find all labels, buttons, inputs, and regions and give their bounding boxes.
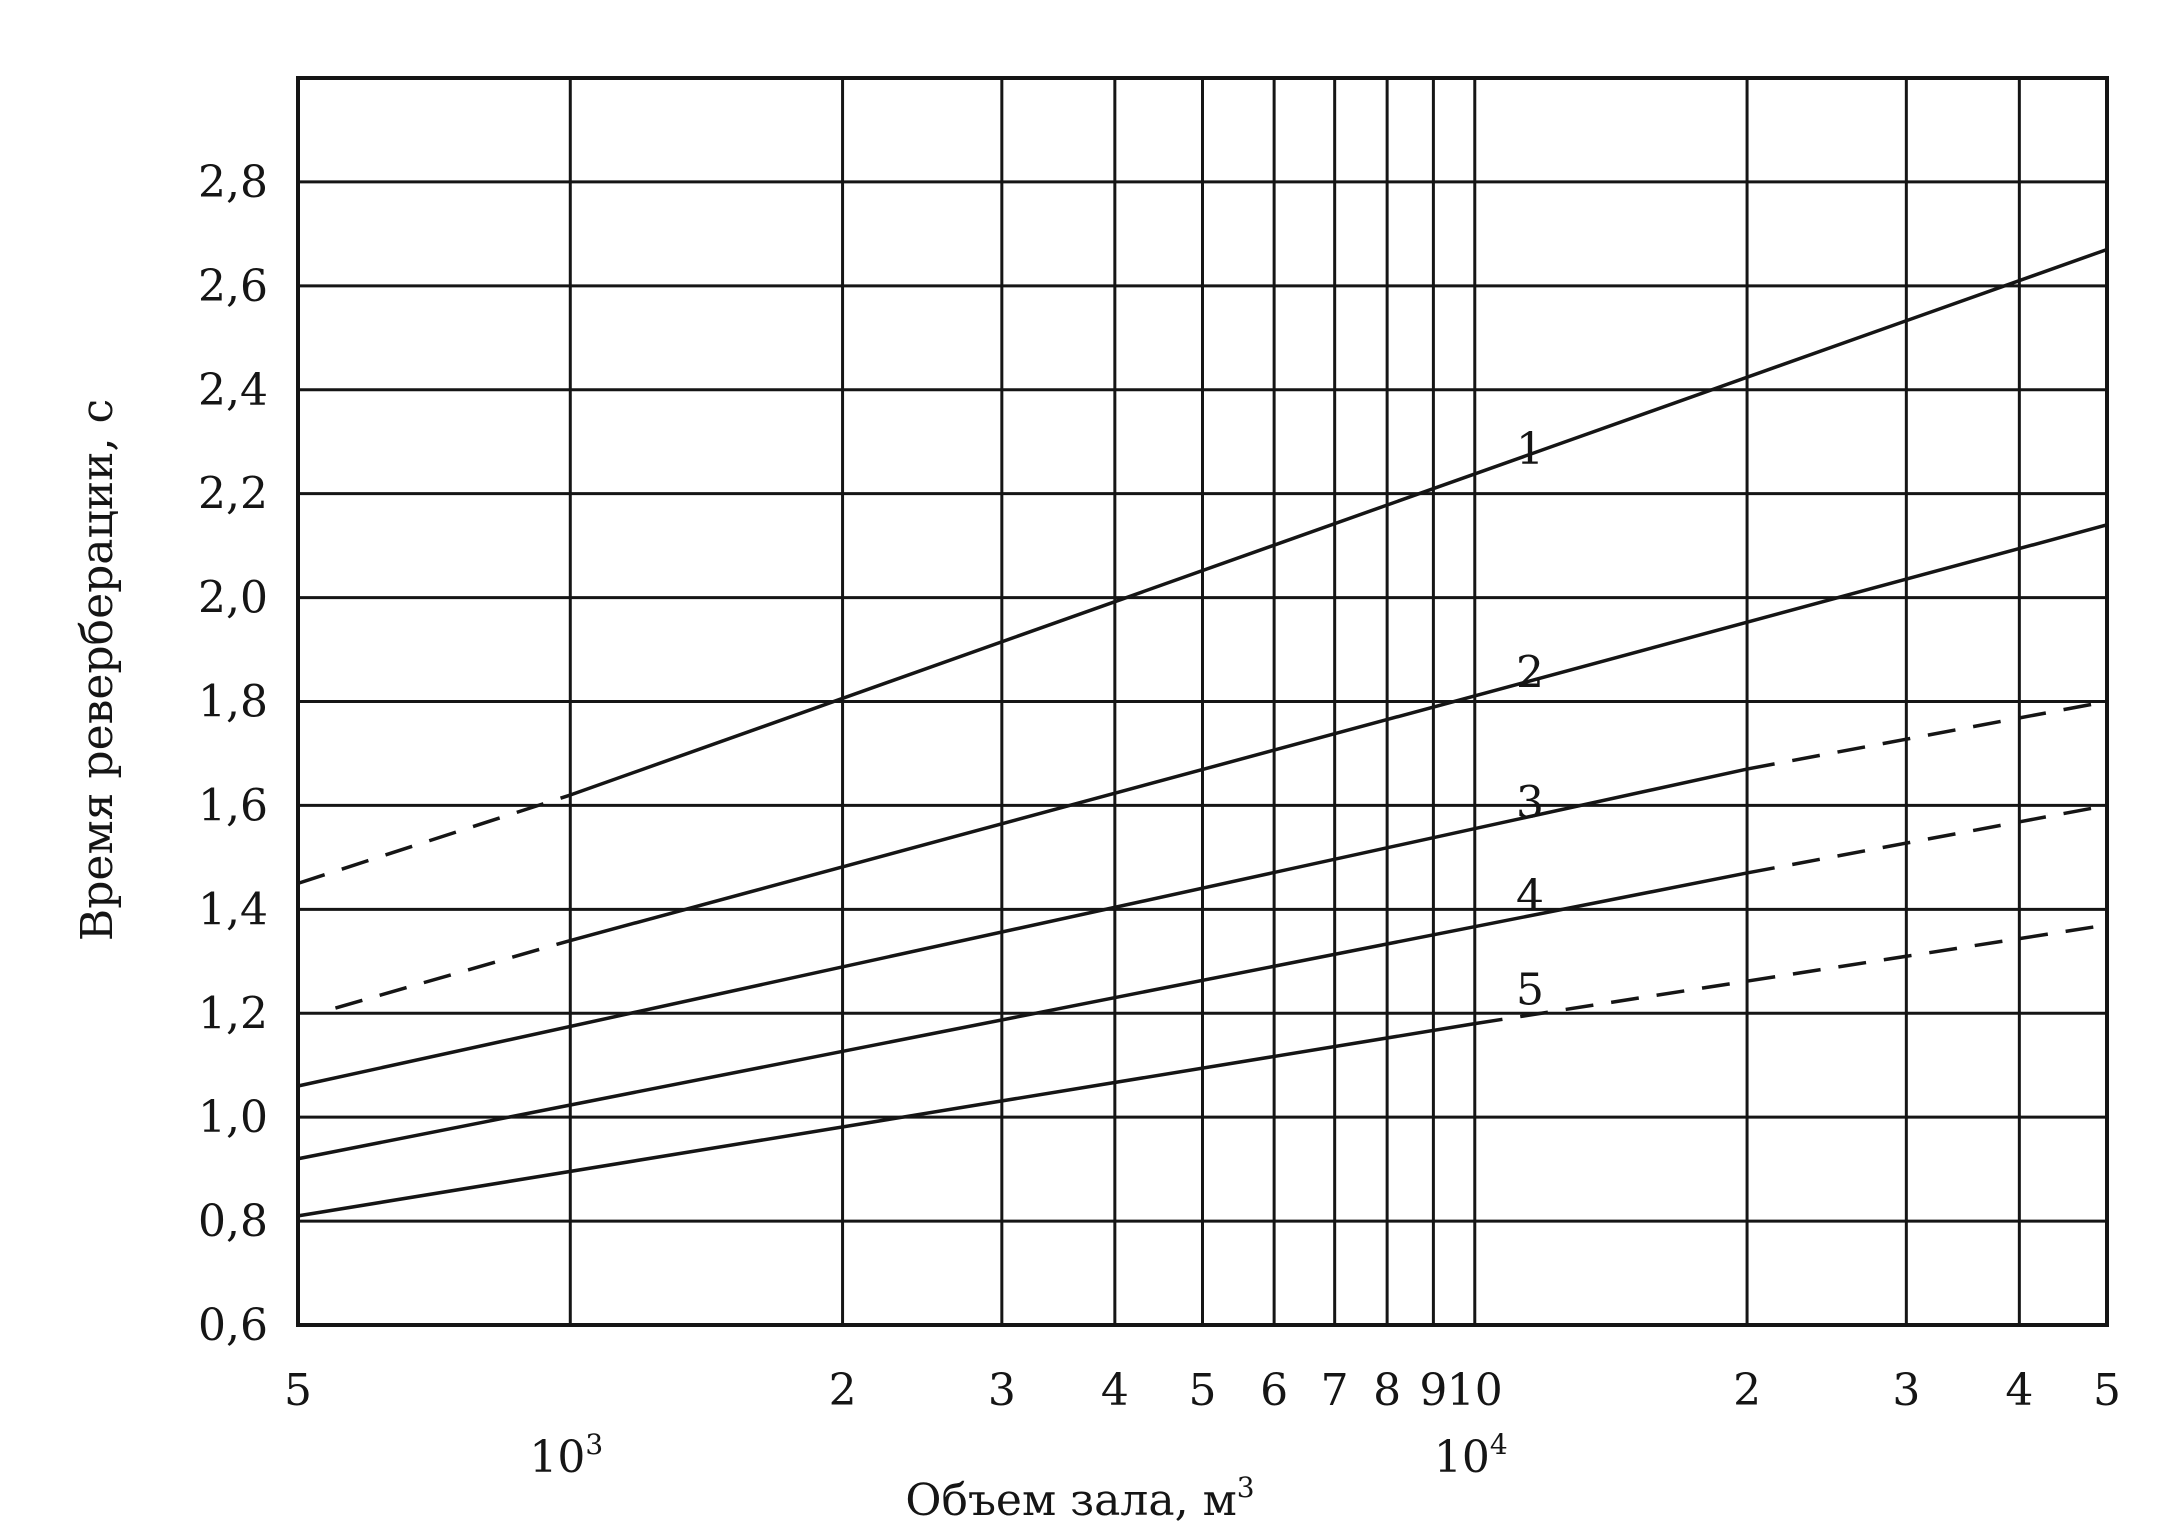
series-1-solid (569, 247, 2108, 797)
y-tick-label: 2,6 (198, 261, 268, 312)
series-4 (297, 803, 2108, 1161)
x-tick-label: 8 (1373, 1365, 1401, 1416)
x-decade-label-base: 10 (1434, 1432, 1490, 1483)
x-tick-label: 4 (1101, 1365, 1129, 1416)
y-tick-label: 1,0 (198, 1092, 268, 1143)
series-5-solid (297, 1021, 1476, 1218)
x-tick-label: 9 (1419, 1365, 1447, 1416)
x-decade-label-exponent: 4 (1490, 1428, 1508, 1461)
x-axis-title-text: Объем зала, м (905, 1475, 1236, 1526)
x-tick-label: 3 (1892, 1365, 1920, 1416)
x-tick-label: 5 (1189, 1365, 1217, 1416)
x-tick-label: 4 (2005, 1365, 2033, 1416)
x-tick-labels: 5 2 3 4 5 6 7 8 9 10 2 3 4 5 (284, 1365, 2121, 1416)
y-tick-label: 0,8 (198, 1196, 268, 1247)
y-tick-label: 1,6 (198, 780, 268, 831)
y-tick-label: 1,8 (198, 677, 268, 728)
y-tick-label: 2,2 (198, 469, 268, 520)
curve-labels: 1 2 3 4 5 (1516, 424, 1544, 1015)
y-tick-label: 0,6 (198, 1300, 268, 1351)
y-tick-label: 2,0 (198, 573, 268, 624)
x-axis-title: Объем зала, м3 (905, 1471, 1254, 1526)
y-tick-label: 2,8 (198, 157, 268, 208)
x-decade-label-base: 10 (529, 1432, 585, 1483)
x-tick-label: 7 (1321, 1365, 1349, 1416)
series-4-dashed (1746, 803, 2108, 875)
series-1-dashed (297, 793, 571, 886)
y-tick-label: 2,4 (198, 365, 268, 416)
curve-label-4: 4 (1516, 871, 1544, 922)
series-3 (297, 699, 2108, 1088)
x-tick-label: 2 (829, 1365, 857, 1416)
x-tick-label: 6 (1260, 1365, 1288, 1416)
x-tick-label: 10 (1447, 1365, 1503, 1416)
series-5 (297, 923, 2108, 1218)
y-tick-label: 1,2 (198, 988, 268, 1039)
series-2 (334, 523, 2108, 1010)
curve-label-3: 3 (1516, 777, 1544, 828)
x-decade-label: 104 (1434, 1428, 1508, 1483)
y-tick-label: 1,4 (198, 884, 268, 935)
x-decade-label-exponent: 3 (585, 1428, 603, 1461)
y-tick-labels: 0,6 0,8 1,0 1,2 1,4 1,6 1,8 2,0 2,2 2,4 2,6 2,8 (198, 157, 268, 1351)
x-decade-labels: 103 104 (529, 1428, 1507, 1483)
curve-label-2: 2 (1516, 648, 1544, 699)
series-3-solid (297, 767, 1748, 1088)
y-axis-title: Время реверберации, с (72, 399, 123, 941)
series-2-dashed (334, 938, 571, 1010)
x-decade-label: 103 (529, 1428, 603, 1483)
series-4-solid (297, 871, 1748, 1161)
x-axis-title-superscript: 3 (1237, 1471, 1255, 1504)
series-1 (297, 247, 2108, 886)
x-tick-label: 3 (988, 1365, 1016, 1416)
series-group (297, 247, 2108, 1218)
plot-frame (296, 76, 2109, 1327)
series-2-solid (569, 523, 2108, 943)
x-tick-label: 2 (1733, 1365, 1761, 1416)
curve-label-5: 5 (1516, 964, 1544, 1015)
x-tick-label: 5 (2093, 1365, 2121, 1416)
series-3-dashed (1746, 699, 2108, 771)
grid (298, 78, 2107, 1325)
curve-label-1: 1 (1516, 424, 1544, 475)
x-tick-label: 5 (284, 1365, 312, 1416)
series-5-dashed (1474, 923, 2108, 1026)
